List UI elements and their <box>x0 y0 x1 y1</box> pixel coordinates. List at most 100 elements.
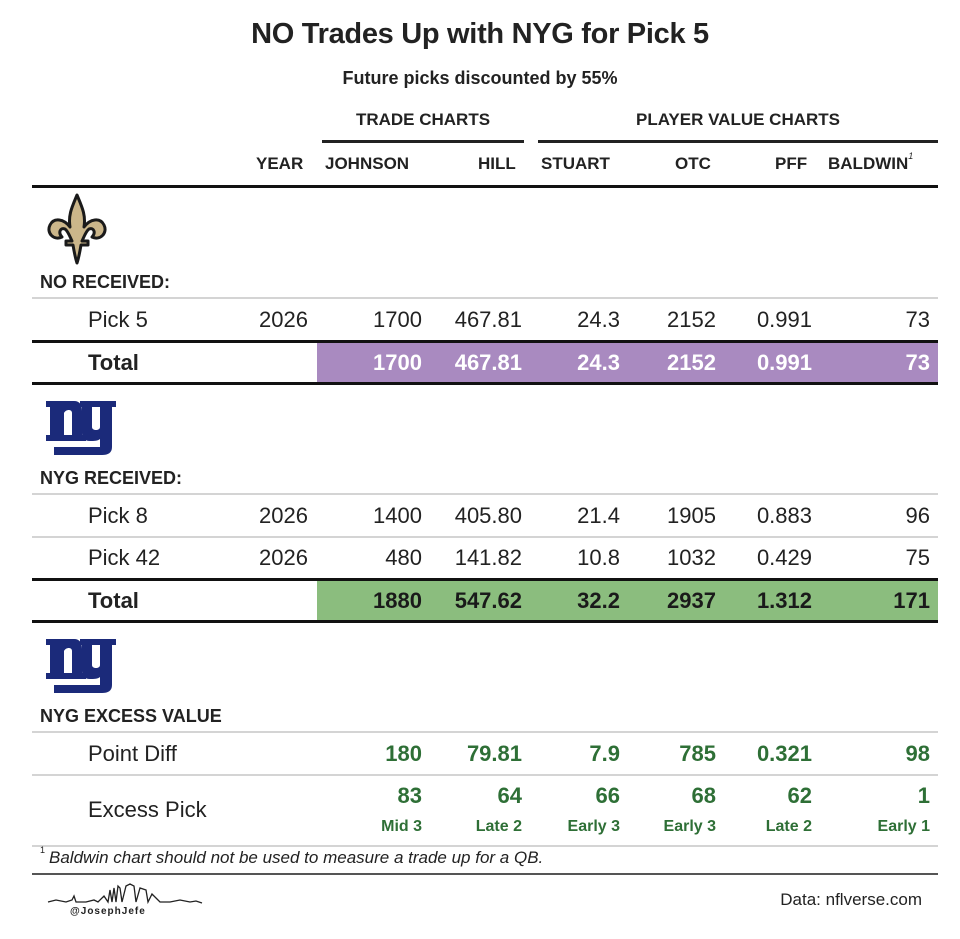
table-row: Pick 8 2026 1400 405.80 21.4 1905 0.883 … <box>32 496 938 536</box>
total-otc: 2937 <box>667 588 716 613</box>
diff-otc: 785 <box>679 741 716 766</box>
cell-baldwin: 73 <box>905 307 930 332</box>
cell-otc: 1905 <box>667 503 716 528</box>
data-source: Data: nflverse.com <box>780 890 922 909</box>
column-header-stuart: STUART <box>541 154 610 173</box>
total-highlight <box>317 581 938 621</box>
excess-pick-hill: 64 <box>497 783 522 808</box>
total-row-no: Total 1700 467.81 24.3 2152 0.991 73 <box>32 343 938 383</box>
diff-johnson: 180 <box>385 741 422 766</box>
cell-hill: 405.80 <box>454 503 522 528</box>
round-johnson: Mid 3 <box>381 818 422 835</box>
giants-ny-icon <box>46 639 116 693</box>
excess-pick-stuart: 66 <box>595 783 620 808</box>
cell-year: 2026 <box>259 545 308 570</box>
round-otc: Early 3 <box>663 818 716 835</box>
round-hill: Late 2 <box>475 818 522 835</box>
row-label: Pick 42 <box>88 545 161 570</box>
total-stuart: 32.2 <box>577 588 620 613</box>
total-rule-top <box>32 340 938 343</box>
cell-hill: 467.81 <box>454 307 522 332</box>
group-underline-player-value-charts <box>538 140 938 143</box>
row-label: Excess Pick <box>88 797 207 822</box>
total-johnson: 1700 <box>373 350 422 375</box>
column-header-year: YEAR <box>256 154 304 173</box>
chart-subtitle: Future picks discounted by 55% <box>342 68 618 88</box>
cell-hill: 141.82 <box>454 545 522 570</box>
row-label: Pick 5 <box>88 307 148 332</box>
footnote-text: Baldwin chart should not be used to meas… <box>49 848 544 867</box>
total-label: Total <box>88 350 139 375</box>
cell-year: 2026 <box>259 307 308 332</box>
total-baldwin: 171 <box>893 588 930 613</box>
saints-fleur-de-lis-icon <box>47 193 107 265</box>
cell-otc: 2152 <box>667 307 716 332</box>
total-stuart: 24.3 <box>577 350 620 375</box>
column-header-johnson: JOHNSON <box>325 154 410 173</box>
total-johnson: 1880 <box>373 588 422 613</box>
point-diff-row: Point Diff 180 79.81 7.9 785 0.321 98 <box>32 734 938 774</box>
round-baldwin: Early 1 <box>877 818 930 835</box>
row-divider <box>32 731 938 733</box>
row-divider <box>32 536 938 538</box>
cell-stuart: 21.4 <box>577 503 620 528</box>
footnote: 1 Baldwin chart should not be used to mea… <box>40 845 544 868</box>
total-rule-bottom <box>32 382 938 385</box>
excess-pick-baldwin: 1 <box>917 783 930 808</box>
header-rule <box>32 185 938 188</box>
column-header-hill: HILL <box>478 154 516 173</box>
row-divider <box>32 774 938 776</box>
round-pff: Late 2 <box>765 818 812 835</box>
row-label: Pick 8 <box>88 503 148 528</box>
diff-baldwin: 98 <box>905 741 930 766</box>
excess-pick-johnson: 83 <box>397 783 422 808</box>
excess-pick-pff: 62 <box>787 783 812 808</box>
excess-pick-row: Excess Pick 83 64 66 68 62 1 Mid 3 Late … <box>32 776 938 846</box>
total-hill: 547.62 <box>454 588 522 613</box>
diff-hill: 79.81 <box>466 741 522 766</box>
cell-johnson: 1400 <box>373 503 422 528</box>
cell-johnson: 480 <box>385 545 422 570</box>
total-pff: 0.991 <box>756 350 812 375</box>
cell-pff: 0.883 <box>756 503 812 528</box>
section-label-no-received: NO RECEIVED: <box>40 272 171 292</box>
section-label-nyg-received: NYG RECEIVED: <box>40 468 183 488</box>
total-highlight <box>317 343 938 383</box>
cell-stuart: 10.8 <box>577 545 620 570</box>
excess-pick-otc: 68 <box>691 783 716 808</box>
column-header-baldwin: BALDWIN1 <box>828 151 914 174</box>
cell-otc: 1032 <box>667 545 716 570</box>
group-underline-trade-charts <box>322 140 524 143</box>
column-header-baldwin-label: BALDWIN <box>828 154 909 173</box>
footnote-marker: 1 <box>908 151 914 162</box>
cell-pff: 0.429 <box>756 545 812 570</box>
column-header-pff: PFF <box>775 154 808 173</box>
total-otc: 2152 <box>667 350 716 375</box>
total-row-nyg: Total 1880 547.62 32.2 2937 1.312 171 <box>32 581 938 621</box>
cell-year: 2026 <box>259 503 308 528</box>
group-header-trade-charts: TRADE CHARTS <box>355 110 491 129</box>
cell-pff: 0.991 <box>756 307 812 332</box>
row-divider <box>32 493 938 495</box>
section-label-nyg-excess-value: NYG EXCESS VALUE <box>40 706 222 726</box>
footnote-marker: 1 <box>40 845 46 856</box>
diff-stuart: 7.9 <box>589 741 620 766</box>
cell-johnson: 1700 <box>373 307 422 332</box>
skyline-logo-icon <box>47 883 203 905</box>
footer-rule <box>32 873 938 875</box>
chart-title: NO Trades Up with NYG for Pick 5 <box>251 18 709 50</box>
diff-pff: 0.321 <box>756 741 812 766</box>
total-pff: 1.312 <box>756 588 812 613</box>
group-header-player-value-charts: PLAYER VALUE CHARTS <box>635 110 841 129</box>
row-divider <box>32 845 938 847</box>
credit-handle: @JosephJefe <box>70 906 146 917</box>
table-row: Pick 42 2026 480 141.82 10.8 1032 0.429 … <box>32 538 938 578</box>
row-label: Point Diff <box>88 741 177 766</box>
total-rule-bottom <box>32 620 938 623</box>
table-row: Pick 5 2026 1700 467.81 24.3 2152 0.991 … <box>32 300 938 340</box>
giants-ny-icon <box>46 401 116 455</box>
cell-baldwin: 96 <box>905 503 930 528</box>
total-label: Total <box>88 588 139 613</box>
total-rule-top <box>32 578 938 581</box>
cell-stuart: 24.3 <box>577 307 620 332</box>
